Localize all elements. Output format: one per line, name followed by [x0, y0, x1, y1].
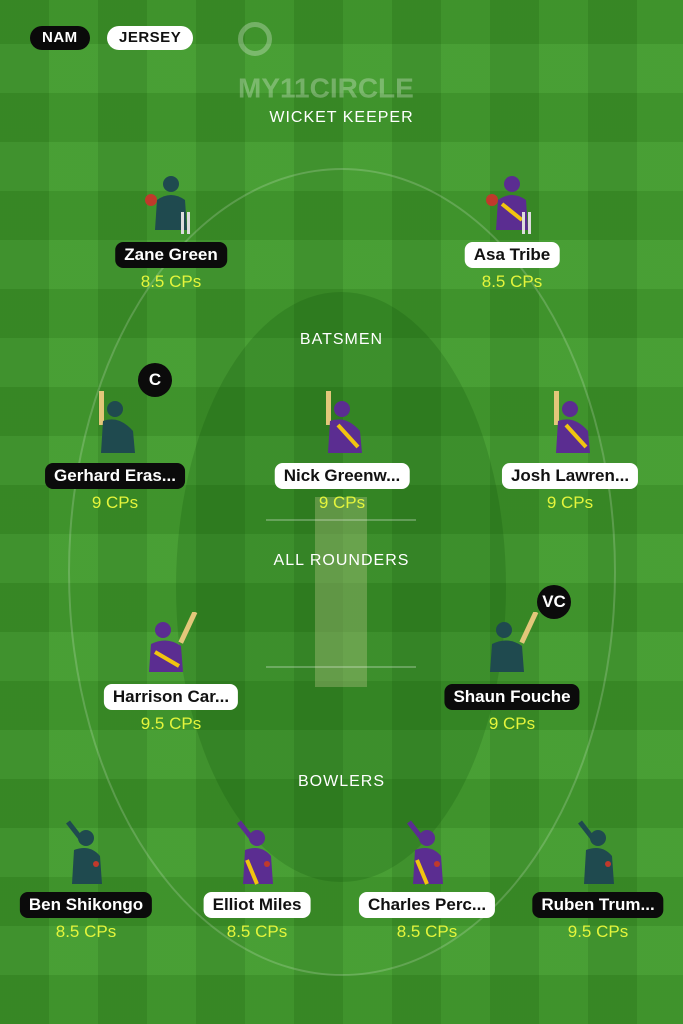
player-credits: 8.5 CPs — [55, 922, 117, 941]
player-name: Gerhard Eras... — [45, 463, 185, 489]
player-credits: 8.5 CPs — [226, 922, 288, 941]
player-card[interactable]: Gerhard Eras... 9 CPs — [25, 391, 205, 512]
player-card[interactable]: Ruben Trum... 9.5 CPs — [508, 820, 683, 941]
player-credits: 8.5 CPs — [140, 272, 202, 291]
player-credits: 9.5 CPs — [567, 922, 629, 941]
player-credits: 9 CPs — [488, 714, 536, 733]
keeper-icon — [145, 176, 190, 234]
player-name: Harrison Car... — [103, 684, 239, 710]
bowler-icon — [66, 820, 102, 884]
player-card[interactable]: Asa Tribe 8.5 CPs — [422, 170, 602, 291]
player-card[interactable]: Nick Greenw... 9 CPs — [252, 391, 432, 512]
player-card[interactable]: Ben Shikongo 8.5 CPs — [0, 820, 176, 941]
player-card[interactable]: Shaun Fouche 9 CPs — [422, 612, 602, 733]
captain-badge: C — [138, 363, 172, 397]
keeper-icon — [486, 176, 531, 234]
player-name: Ruben Trum... — [532, 892, 664, 918]
pitch — [315, 497, 367, 687]
player-credits: 9 CPs — [546, 493, 594, 512]
batsman-icon — [326, 391, 362, 453]
player-card[interactable]: Elliot Miles 8.5 CPs — [167, 820, 347, 941]
player-name: Charles Perc... — [358, 892, 496, 918]
section-batsmen: BATSMEN — [299, 331, 384, 348]
vice-captain-badge: VC — [537, 585, 571, 619]
batsman-icon — [99, 391, 135, 453]
player-name: Asa Tribe — [464, 242, 560, 268]
player-name: Ben Shikongo — [19, 892, 153, 918]
team-tag-nam: NAM — [30, 26, 90, 50]
bowler-icon — [237, 820, 273, 885]
boundary-line — [68, 168, 616, 976]
logo-ring-icon — [238, 21, 272, 56]
allrounder-icon — [490, 612, 539, 672]
allrounder-icon — [149, 612, 198, 672]
crease-top — [266, 519, 416, 521]
crease-bottom — [266, 666, 416, 668]
logo-text: MY11CIRCLE — [238, 72, 414, 104]
section-all-rounders: ALL ROUNDERS — [273, 552, 410, 569]
team-tag-jersey: JERSEY — [107, 26, 194, 50]
player-credits: 9 CPs — [318, 493, 366, 512]
brand-logo: MY11CIRCLE — [238, 12, 448, 104]
player-name: Josh Lawren... — [501, 463, 639, 489]
player-name: Nick Greenw... — [274, 463, 410, 489]
bowler-icon — [578, 820, 614, 884]
inner-circle — [176, 292, 506, 882]
player-name: Shaun Fouche — [444, 684, 580, 710]
player-credits: 9.5 CPs — [140, 714, 202, 733]
player-name: Elliot Miles — [203, 892, 311, 918]
player-card[interactable]: Harrison Car... 9.5 CPs — [81, 612, 261, 733]
bowler-icon — [407, 820, 443, 885]
player-card[interactable]: Zane Green 8.5 CPs — [81, 170, 261, 291]
section-bowlers: BOWLERS — [297, 773, 385, 790]
player-credits: 8.5 CPs — [396, 922, 458, 941]
batsman-icon — [554, 391, 590, 453]
player-card[interactable]: Josh Lawren... 9 CPs — [480, 391, 660, 512]
player-credits: 9 CPs — [91, 493, 139, 512]
player-name: Zane Green — [115, 242, 227, 268]
section-wicket-keeper: WICKET KEEPER — [269, 109, 414, 126]
player-credits: 8.5 CPs — [481, 272, 543, 291]
player-card[interactable]: Charles Perc... 8.5 CPs — [337, 820, 517, 941]
